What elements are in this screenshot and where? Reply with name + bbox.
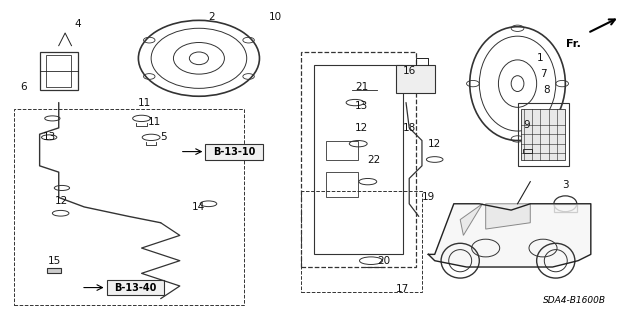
- Bar: [521, 109, 565, 160]
- Bar: [301, 191, 422, 292]
- Text: 14: 14: [192, 202, 205, 212]
- Text: 3: 3: [562, 180, 569, 190]
- Bar: [326, 141, 358, 160]
- Text: 5: 5: [161, 132, 167, 142]
- Text: 11: 11: [148, 116, 161, 127]
- Text: 2: 2: [209, 12, 215, 22]
- Text: SDA4-B1600B: SDA4-B1600B: [543, 296, 606, 305]
- Bar: [47, 268, 61, 273]
- Text: B-13-40: B-13-40: [114, 283, 156, 293]
- Bar: [518, 103, 568, 166]
- Text: 15: 15: [47, 256, 61, 266]
- Polygon shape: [486, 204, 531, 229]
- Text: 16: 16: [403, 66, 416, 76]
- Text: 22: 22: [367, 154, 381, 165]
- Bar: [46, 55, 72, 87]
- Text: 7: 7: [540, 69, 547, 79]
- Text: 1: 1: [536, 53, 543, 63]
- Polygon shape: [460, 204, 483, 235]
- Text: 6: 6: [20, 82, 27, 92]
- Text: 11: 11: [138, 98, 152, 108]
- Text: 18: 18: [403, 123, 416, 133]
- Text: 12: 12: [355, 123, 368, 133]
- Text: 12: 12: [428, 139, 442, 149]
- Text: B-13-10: B-13-10: [212, 147, 255, 157]
- Bar: [14, 109, 244, 305]
- Text: 8: 8: [543, 85, 550, 95]
- Text: 4: 4: [74, 19, 81, 28]
- Text: 20: 20: [377, 256, 390, 266]
- Bar: [314, 65, 403, 254]
- Text: 19: 19: [422, 192, 435, 203]
- Polygon shape: [428, 204, 591, 267]
- Text: 10: 10: [269, 12, 282, 22]
- Text: 13: 13: [42, 132, 56, 142]
- Text: 13: 13: [355, 101, 368, 111]
- Text: 21: 21: [355, 82, 368, 92]
- Text: Fr.: Fr.: [566, 39, 581, 49]
- Bar: [106, 280, 164, 295]
- Text: 17: 17: [396, 284, 410, 294]
- Bar: [205, 144, 262, 160]
- Bar: [396, 65, 435, 93]
- Bar: [301, 52, 415, 267]
- Bar: [40, 52, 78, 90]
- Text: 9: 9: [524, 120, 531, 130]
- Bar: [326, 172, 358, 197]
- Text: 12: 12: [55, 196, 68, 206]
- Bar: [554, 204, 577, 212]
- Bar: [523, 149, 532, 153]
